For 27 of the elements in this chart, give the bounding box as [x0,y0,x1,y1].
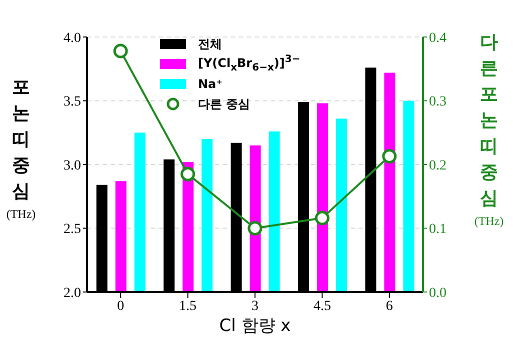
y-tick-label: 3.5 [64,94,81,110]
y-tick-label: 2.0 [64,286,81,301]
y-tick-label: 4.0 [64,30,81,46]
legend-label: 다른 중심 [198,96,250,112]
y2-tick-label: 0.0 [429,286,446,301]
y-tick-label: 3.0 [64,158,81,174]
point [314,210,330,226]
legend-label: 전체 [198,36,222,52]
point [180,166,196,182]
x-tick-label: 6 [386,298,393,314]
x-axis-title: Cl 함량 x [218,315,292,337]
y2-axis-title: 다른포논띠중심 (THz) [473,31,505,229]
point [248,221,262,236]
y-axis-title: 포논띠중심 (THz) [5,76,37,222]
point [382,148,397,164]
legend-label: Na⁺ [198,77,222,91]
y-tick-label: 2.5 [64,222,81,238]
legend-label: [Y(Cl$_{x}$Br$_{6−x}$)]$^{3−}$ [198,54,300,74]
x-tick-label: 4.5 [313,298,331,314]
y2-tick-label: 0.1 [429,222,446,238]
y2-tick-label: 0.2 [429,158,446,174]
y2-tick-label: 0.4 [429,30,446,46]
point [113,44,128,58]
y2-tick-label: 0.3 [429,94,446,110]
x-tick-label: 1.5 [179,298,197,314]
x-tick-label: 0 [117,298,124,314]
x-tick-label: 3 [252,298,258,314]
